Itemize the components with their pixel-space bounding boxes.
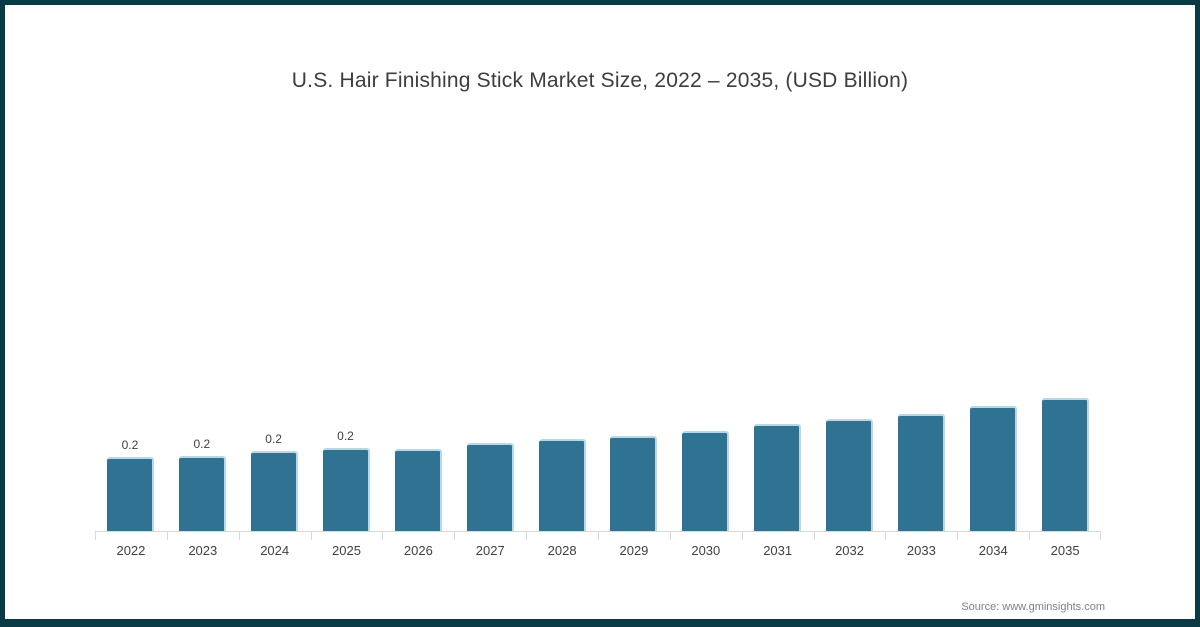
bar-2031 xyxy=(754,424,802,532)
bar-2024: 0.2 xyxy=(251,432,299,532)
bar-2029 xyxy=(610,436,658,532)
x-axis-tick-label-2031: 2031 xyxy=(763,543,793,558)
bar-2027 xyxy=(466,443,514,532)
bar-2032 xyxy=(826,419,874,532)
source-credit: Source: www.gminsights.com xyxy=(961,601,1105,613)
bar-2022: 0.2 xyxy=(107,438,155,532)
bar-group-2028: 2028 xyxy=(526,360,598,558)
x-axis-tick-label-2030: 2030 xyxy=(691,543,721,558)
chart-title: U.S. Hair Finishing Stick Market Size, 2… xyxy=(291,69,909,92)
x-axis-tick-label-2029: 2029 xyxy=(619,543,649,558)
x-axis-tick-label-2027: 2027 xyxy=(475,543,505,558)
bar-2034 xyxy=(969,406,1017,532)
x-axis-end-tick xyxy=(1100,532,1101,540)
bar-2023: 0.2 xyxy=(179,437,227,532)
x-axis-line xyxy=(95,531,1101,532)
bar-group-2025: 0.2 2025 xyxy=(310,360,383,558)
x-axis-tick-label-2033: 2033 xyxy=(906,543,936,558)
x-axis-tick-label-2026: 2026 xyxy=(403,543,433,558)
bar-2026 xyxy=(394,449,442,532)
x-axis-tick-label-2032: 2032 xyxy=(835,543,864,558)
bar-value-label: 0.2 xyxy=(121,438,139,452)
bar-group-2031: 2031 xyxy=(741,360,814,558)
x-axis-tick-label-2028: 2028 xyxy=(547,543,577,558)
x-axis-tick-label-2035: 2035 xyxy=(1050,543,1080,558)
bar-group-2033: 2033 xyxy=(885,360,957,558)
bar-group-2024: 0.2 2024 xyxy=(238,360,311,558)
bar-group-2034: 2034 xyxy=(957,360,1029,558)
bar-group-2026: 2026 xyxy=(382,360,454,558)
plot-area: 0.2 2022 0.2 2023 0.2 2024 0.2 2025 2026… xyxy=(95,360,1101,558)
bar-group-2030: 2030 xyxy=(669,360,742,558)
bar-value-label: 0.2 xyxy=(337,429,354,443)
x-axis-tick-label-2034: 2034 xyxy=(978,543,1008,558)
bar-2033 xyxy=(897,414,945,532)
bar-value-label: 0.2 xyxy=(265,432,282,446)
bar-group-2022: 0.2 2022 xyxy=(95,360,167,558)
bar-group-2035: 2035 xyxy=(1029,360,1101,558)
bar-value-label: 0.2 xyxy=(193,437,211,451)
bar-group-2027: 2027 xyxy=(454,360,526,558)
x-axis-tick-label-2023: 2023 xyxy=(188,543,218,558)
x-axis-tick-label-2022: 2022 xyxy=(116,543,146,558)
bar-group-2029: 2029 xyxy=(598,360,670,558)
bar-2030 xyxy=(682,431,730,532)
bar-group-2032: 2032 xyxy=(813,360,886,558)
bar-chart: 0.2 2022 0.2 2023 0.2 2024 0.2 2025 2026… xyxy=(95,360,1101,558)
bar-2035 xyxy=(1041,398,1089,532)
bar-2028 xyxy=(538,439,586,532)
bar-group-2023: 0.2 2023 xyxy=(166,360,239,558)
bar-2025: 0.2 xyxy=(323,429,370,532)
x-axis-tick-label-2024: 2024 xyxy=(260,543,290,558)
x-axis-tick-label-2025: 2025 xyxy=(332,543,361,558)
